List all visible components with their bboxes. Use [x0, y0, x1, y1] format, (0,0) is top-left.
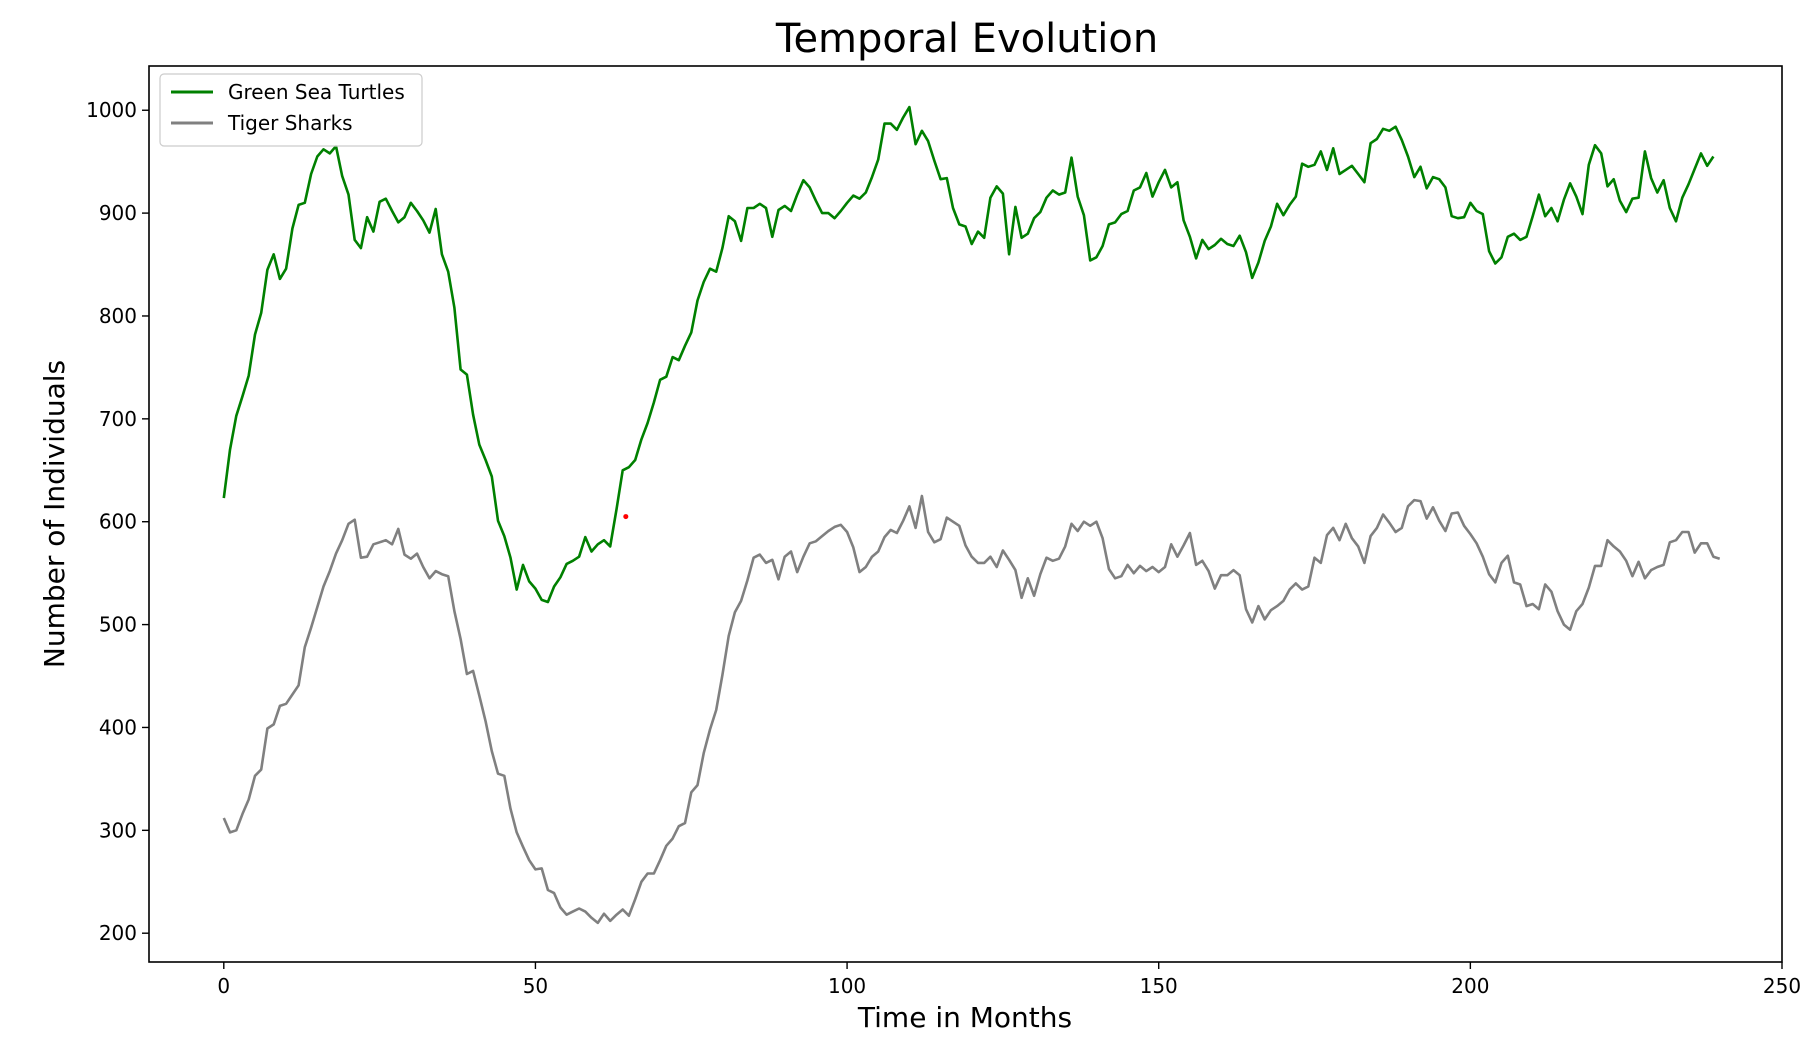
y-tick-label-900: 900	[99, 201, 137, 225]
plot-area	[148, 65, 1783, 963]
y-tick-label-300: 300	[99, 818, 137, 842]
x-tick-label-50: 50	[523, 974, 548, 998]
legend-label-green-sea-turtles: Green Sea Turtles	[228, 80, 405, 104]
y-tick-label-400: 400	[99, 715, 137, 739]
annotation-layer	[623, 514, 629, 520]
y-tick-label-800: 800	[99, 304, 137, 328]
x-tick-label-250: 250	[1763, 974, 1801, 998]
y-tick-label-600: 600	[99, 510, 137, 534]
annotation-point-0	[623, 514, 629, 520]
series-line-tiger-sharks	[222, 494, 1721, 925]
y-tick-label-700: 700	[99, 407, 137, 431]
legend-box	[159, 73, 423, 147]
y-tick-label-500: 500	[99, 613, 137, 637]
x-tick-label-150: 150	[1140, 974, 1178, 998]
series-line-green-sea-turtles	[222, 105, 1715, 604]
legend-label-tiger-sharks: Tiger Sharks	[227, 111, 353, 135]
x-axis-title: Time in Months	[857, 1001, 1072, 1034]
plot-frame	[148, 65, 1783, 963]
series-layer	[222, 105, 1721, 925]
legend: Green Sea Turtles Tiger Sharks	[159, 73, 423, 147]
x-tick-label-100: 100	[828, 974, 866, 998]
y-axis-title: Number of Individuals	[38, 360, 71, 668]
y-tick-label-200: 200	[99, 921, 137, 945]
x-tick-label-200: 200	[1451, 974, 1489, 998]
x-tick-label-0: 0	[217, 974, 230, 998]
x-axis: 0 50 100 150 200 250	[217, 962, 1801, 998]
y-tick-label-1000: 1000	[86, 98, 137, 122]
chart-title: Temporal Evolution	[775, 16, 1158, 62]
y-axis: 200 300 400 500 600 700 800 900 1000	[86, 98, 149, 945]
